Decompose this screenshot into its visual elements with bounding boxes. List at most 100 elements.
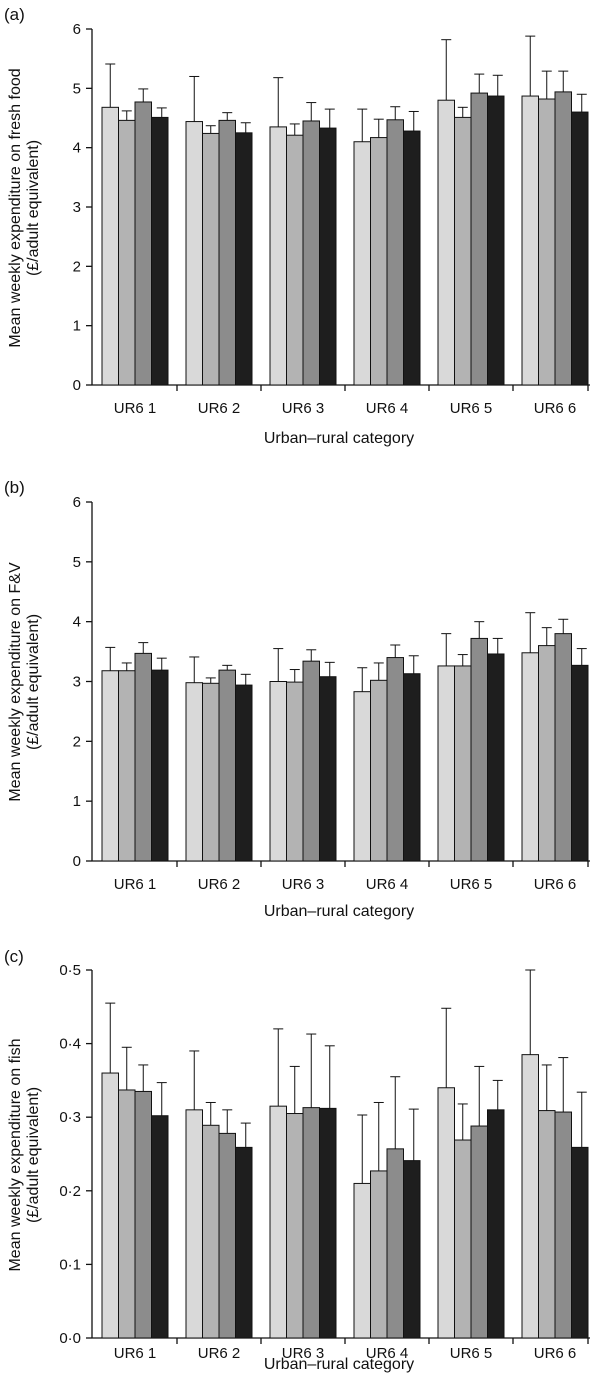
bar-5-1 — [437, 665, 455, 862]
bar-2-1 — [185, 682, 203, 862]
bar-1-3 — [134, 101, 152, 386]
y-tick-label: 0·0 — [59, 1330, 81, 1347]
x-tick-label: UR6 2 — [198, 1345, 241, 1362]
bar-4-1 — [353, 691, 371, 862]
bar-2-3 — [218, 119, 236, 386]
bar-6-1 — [521, 1054, 539, 1339]
panel-label: (c) — [4, 947, 24, 966]
bar-5-4 — [487, 653, 505, 862]
bar-2-2 — [202, 1124, 220, 1339]
bar-6-1 — [521, 652, 539, 862]
x-tick-label: UR6 6 — [534, 876, 577, 893]
y-tick-label: 0·2 — [59, 1183, 81, 1200]
bar-3-2 — [286, 134, 304, 386]
bar-2-4 — [235, 132, 253, 386]
bar-3-4 — [319, 1107, 337, 1339]
bar-3-1 — [269, 681, 287, 862]
y-tick-label: 0·3 — [59, 1109, 81, 1126]
bar-3-3 — [302, 1107, 320, 1339]
y-tick-label: 0·5 — [59, 962, 81, 979]
bar-3-3 — [302, 660, 320, 862]
y-tick-label: 1 — [73, 793, 81, 810]
bar-6-2 — [538, 1110, 556, 1339]
bar-3-1 — [269, 1105, 287, 1339]
bar-5-4 — [487, 95, 505, 386]
bar-4-2 — [370, 1170, 388, 1339]
bar-6-3 — [554, 91, 572, 386]
y-axis-title: (£/adult equivalent) — [25, 614, 42, 750]
bar-4-3 — [386, 119, 404, 386]
bar-1-3 — [134, 1090, 152, 1339]
bar-6-2 — [538, 98, 556, 386]
y-axis-title: Mean weekly expenditure on F&V — [7, 562, 24, 802]
bar-1-4 — [151, 1115, 169, 1339]
y-tick-label: 2 — [73, 733, 81, 750]
bar-4-2 — [370, 679, 388, 862]
bar-3-3 — [302, 120, 320, 386]
bar-4-3 — [386, 657, 404, 862]
bar-6-4 — [571, 664, 589, 862]
bar-6-4 — [571, 1146, 589, 1339]
bar-1-1 — [101, 1072, 119, 1339]
x-tick-label: UR6 1 — [114, 876, 157, 893]
bar-4-4 — [403, 130, 421, 386]
bar-4-3 — [386, 1148, 404, 1339]
y-tick-label: 2 — [73, 258, 81, 275]
bar-3-4 — [319, 127, 337, 386]
y-tick-label: 3 — [73, 199, 81, 216]
y-axis-title: Mean weekly expenditure on fish — [7, 1038, 24, 1271]
bar-4-2 — [370, 137, 388, 386]
bar-2-4 — [235, 684, 253, 862]
chart-panel-b: (b) 0 1 2 3 4 5 6 Mean weekly expenditure on F&V… — [4, 478, 590, 920]
panel-label: (a) — [4, 5, 25, 24]
bar-5-2 — [454, 1139, 472, 1339]
bar-6-3 — [554, 1111, 572, 1339]
y-axis-title: (£/adult equivalent) — [25, 1087, 42, 1223]
chart-panel-c: (c) 0·0 0·1 0·2 0·3 0·4 0·5 Mean weekly expendi… — [4, 947, 590, 1373]
bar-6-4 — [571, 111, 589, 386]
x-tick-label: UR6 1 — [114, 1345, 157, 1362]
y-tick-label: 5 — [73, 80, 81, 97]
bar-1-2 — [118, 1089, 136, 1339]
y-tick-label: 3 — [73, 674, 81, 691]
y-tick-label: 0 — [73, 377, 81, 394]
bar-1-1 — [101, 106, 119, 386]
x-tick-label: UR6 1 — [114, 400, 157, 417]
bar-2-2 — [202, 132, 220, 386]
x-tick-label: UR6 2 — [198, 876, 241, 893]
bar-6-3 — [554, 633, 572, 862]
bar-2-3 — [218, 1132, 236, 1339]
bar-6-2 — [538, 645, 556, 862]
x-tick-label: UR6 5 — [450, 1345, 493, 1362]
bar-3-1 — [269, 126, 287, 386]
bar-4-4 — [403, 1160, 421, 1339]
y-tick-label: 1 — [73, 318, 81, 335]
x-axis-title: Urban–rural category — [264, 430, 414, 447]
x-tick-label: UR6 5 — [450, 876, 493, 893]
bar-5-3 — [470, 92, 488, 386]
bar-2-3 — [218, 669, 236, 862]
bar-2-1 — [185, 1109, 203, 1339]
x-tick-label: UR6 4 — [366, 876, 409, 893]
bar-1-1 — [101, 670, 119, 862]
bar-3-2 — [286, 1113, 304, 1339]
x-tick-label: UR6 4 — [366, 400, 409, 417]
x-tick-label: UR6 3 — [282, 400, 325, 417]
bar-4-1 — [353, 1182, 371, 1339]
x-tick-label: UR6 3 — [282, 1345, 325, 1362]
y-axis-title: (£/adult equivalent) — [25, 140, 42, 276]
panel-label: (b) — [4, 478, 25, 497]
chart-panel-a: (a) 0 1 2 3 4 5 6 Mean weekly expenditure on fre… — [4, 5, 590, 447]
y-tick-label: 6 — [73, 494, 81, 511]
y-tick-label: 6 — [73, 21, 81, 38]
bar-5-1 — [437, 99, 455, 386]
y-axis-title: Mean weekly expenditure on fresh food — [7, 68, 24, 347]
bar-5-1 — [437, 1087, 455, 1339]
y-tick-label: 4 — [73, 140, 81, 157]
y-tick-label: 0·4 — [59, 1036, 81, 1053]
bar-2-4 — [235, 1146, 253, 1339]
bar-5-2 — [454, 116, 472, 386]
bar-1-4 — [151, 669, 169, 862]
bar-5-3 — [470, 1125, 488, 1339]
